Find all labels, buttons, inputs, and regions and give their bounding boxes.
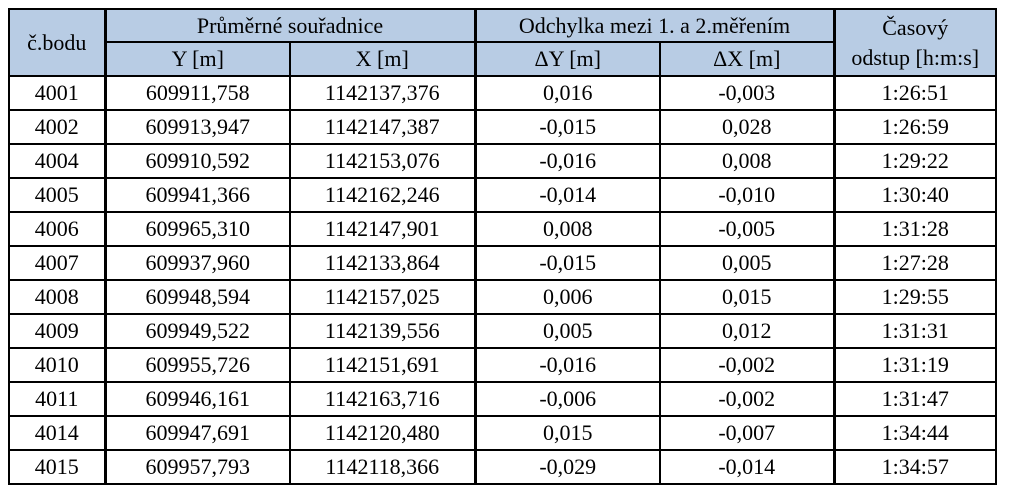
time-gap-cell: 1:26:51 (832, 75, 997, 111)
x-cell: 1142162,246 (289, 177, 476, 213)
y-cell: 609949,522 (103, 313, 291, 349)
dx-cell: -0,010 (659, 177, 835, 213)
time-gap-cell: 1:30:40 (832, 177, 997, 213)
table-row: 4011 609946,161 1142163,716 -0,006 -0,002 1:3… (8, 381, 997, 417)
dx-cell: -0,005 (659, 211, 835, 247)
time-gap-header-line1: Časový (882, 14, 949, 40)
table-row: 4005 609941,366 1142162,246 -0,014 -0,010 1:3… (8, 177, 997, 213)
time-gap-cell: 1:29:55 (832, 279, 997, 315)
dy-cell: -0,029 (473, 449, 661, 485)
y-cell: 609911,758 (103, 75, 291, 111)
x-cell: 1142118,366 (289, 449, 476, 485)
dx-cell: 0,008 (659, 143, 835, 179)
dx-cell: -0,003 (659, 75, 835, 111)
dx-cell: -0,014 (659, 449, 835, 485)
table-row: 4009 609949,522 1142139,556 0,005 0,012 1:31:… (8, 313, 997, 349)
deviation-header: Odchylka mezi 1. a 2.měřením (473, 8, 835, 43)
x-cell: 1142137,376 (289, 75, 476, 111)
point-id-cell: 4006 (8, 211, 106, 247)
table-row: 4006 609965,310 1142147,901 0,008 -0,005 1:31… (8, 211, 997, 247)
time-gap-cell: 1:34:57 (832, 449, 997, 485)
table-header: č.bodu Průměrné souřadnice Odchylka mezi… (8, 8, 997, 77)
x-cell: 1142153,076 (289, 143, 476, 179)
y-cell: 609910,592 (103, 143, 291, 179)
dx-cell: -0,002 (659, 381, 835, 417)
point-id-cell: 4014 (8, 415, 106, 451)
dy-cell: -0,016 (473, 347, 661, 383)
x-header: X [m] (289, 41, 476, 77)
dy-cell: -0,015 (473, 109, 661, 145)
dy-cell: -0,015 (473, 245, 661, 281)
dy-cell: 0,015 (473, 415, 661, 451)
dy-cell: 0,005 (473, 313, 661, 349)
y-cell: 609937,960 (103, 245, 291, 281)
time-gap-cell: 1:26:59 (832, 109, 997, 145)
table-row: 4007 609937,960 1142133,864 -0,015 0,005 1:27… (8, 245, 997, 281)
x-cell: 1142133,864 (289, 245, 476, 281)
point-id-cell: 4002 (8, 109, 106, 145)
point-id-cell: 4007 (8, 245, 106, 281)
y-cell: 609965,310 (103, 211, 291, 247)
dy-cell: -0,014 (473, 177, 661, 213)
time-gap-header: Časový odstup [h:m:s] (832, 8, 997, 77)
y-cell: 609941,366 (103, 177, 291, 213)
x-cell: 1142147,901 (289, 211, 476, 247)
x-cell: 1142139,556 (289, 313, 476, 349)
dy-header: ΔY [m] (473, 41, 661, 77)
time-gap-cell: 1:31:47 (832, 381, 997, 417)
dy-cell: 0,006 (473, 279, 661, 315)
time-gap-cell: 1:31:19 (832, 347, 997, 383)
dx-cell: 0,012 (659, 313, 835, 349)
time-gap-cell: 1:27:28 (832, 245, 997, 281)
table-row: 4014 609947,691 1142120,480 0,015 -0,007 1:34… (8, 415, 997, 451)
dx-cell: -0,007 (659, 415, 835, 451)
table-row: 4015 609957,793 1142118,366 -0,029 -0,014 1:3… (8, 449, 997, 485)
y-cell: 609946,161 (103, 381, 291, 417)
time-gap-cell: 1:31:31 (832, 313, 997, 349)
point-id-cell: 4009 (8, 313, 106, 349)
time-gap-cell: 1:31:28 (832, 211, 997, 247)
time-gap-cell: 1:34:44 (832, 415, 997, 451)
dy-cell: 0,008 (473, 211, 661, 247)
dy-cell: 0,016 (473, 75, 661, 111)
dy-cell: -0,016 (473, 143, 661, 179)
dx-cell: 0,028 (659, 109, 835, 145)
table-row: 4010 609955,726 1142151,691 -0,016 -0,002 1:3… (8, 347, 997, 383)
dy-cell: -0,006 (473, 381, 661, 417)
table-row: 4008 609948,594 1142157,025 0,006 0,015 1:29:… (8, 279, 997, 315)
y-cell: 609913,947 (103, 109, 291, 145)
point-id-cell: 4008 (8, 279, 106, 315)
point-id-cell: 4001 (8, 75, 106, 111)
y-cell: 609957,793 (103, 449, 291, 485)
table-row: 4002 609913,947 1142147,387 -0,015 0,028 1:26… (8, 109, 997, 145)
x-cell: 1142120,480 (289, 415, 476, 451)
dx-cell: 0,015 (659, 279, 835, 315)
x-cell: 1142163,716 (289, 381, 476, 417)
dx-cell: -0,002 (659, 347, 835, 383)
point-id-cell: 4005 (8, 177, 106, 213)
point-id-header: č.bodu (8, 8, 106, 77)
point-id-cell: 4015 (8, 449, 106, 485)
dx-header: ΔX [m] (659, 41, 835, 77)
point-id-cell: 4011 (8, 381, 106, 417)
point-id-cell: 4004 (8, 143, 106, 179)
table-body: 4001 609911,758 1142137,376 0,016 -0,003 1:26… (8, 75, 997, 485)
avg-coords-header: Průměrné souřadnice (103, 8, 476, 43)
table-row: 4001 609911,758 1142137,376 0,016 -0,003 1:26… (8, 75, 997, 111)
y-cell: 609947,691 (103, 415, 291, 451)
time-gap-cell: 1:29:22 (832, 143, 997, 179)
point-id-cell: 4010 (8, 347, 106, 383)
y-cell: 609948,594 (103, 279, 291, 315)
measurement-table: č.bodu Průměrné souřadnice Odchylka mezi… (8, 8, 997, 485)
x-cell: 1142151,691 (289, 347, 476, 383)
time-gap-header-line2: odstup [h:m:s] (851, 44, 980, 70)
dx-cell: 0,005 (659, 245, 835, 281)
y-cell: 609955,726 (103, 347, 291, 383)
table-row: 4004 609910,592 1142153,076 -0,016 0,008 1:29… (8, 143, 997, 179)
x-cell: 1142157,025 (289, 279, 476, 315)
x-cell: 1142147,387 (289, 109, 476, 145)
y-header: Y [m] (103, 41, 291, 77)
